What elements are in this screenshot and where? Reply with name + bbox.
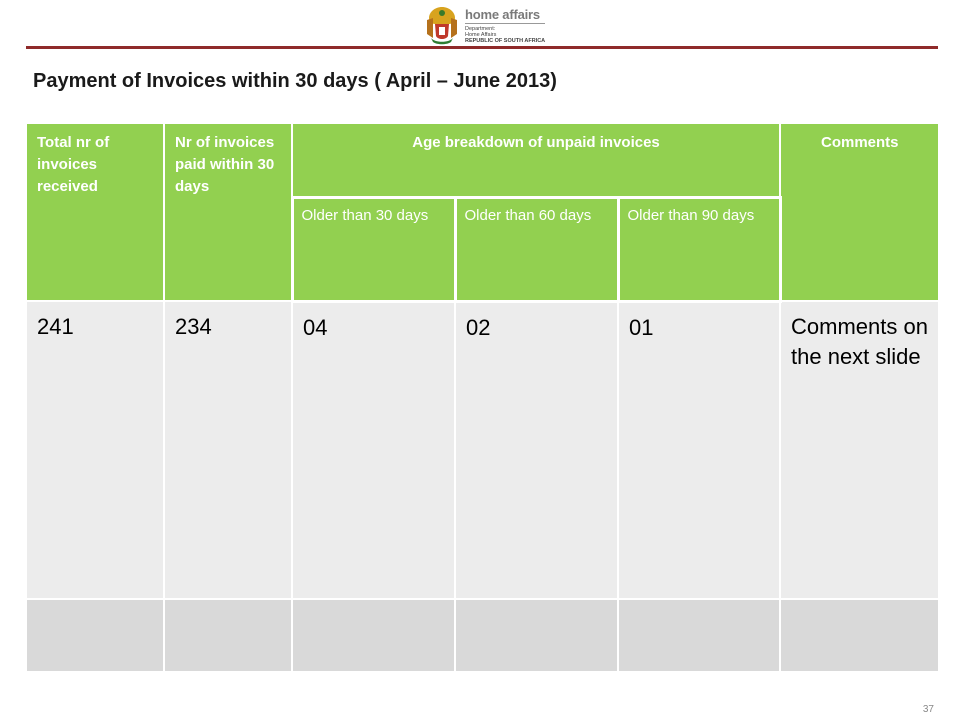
subheader-older-90: Older than 90 days xyxy=(616,195,782,303)
cell-empty xyxy=(163,598,293,671)
logo-sub-department: Department: xyxy=(465,26,496,32)
logo-sub-republic: REPUBLIC OF SOUTH AFRICA xyxy=(465,38,546,44)
cell-paid: 234 xyxy=(163,300,293,599)
cell-empty xyxy=(779,598,941,671)
invoice-table: Total nr of invoices received Nr of invo… xyxy=(25,122,941,671)
cell-older-30: 04 xyxy=(291,300,456,599)
table-row xyxy=(25,598,941,671)
cell-older-60: 02 xyxy=(454,300,619,599)
table-row: 241 234 04 02 01 Comments on the next sl… xyxy=(25,300,941,599)
cell-comments: Comments on the next slide xyxy=(779,300,941,599)
header-age-breakdown: Age breakdown of unpaid invoices xyxy=(290,122,782,198)
logo-brand-text: home affairs xyxy=(465,7,540,22)
logo-sub-home-affairs: Home Affairs xyxy=(465,32,497,38)
cell-empty xyxy=(454,598,619,671)
subheader-older-30: Older than 30 days xyxy=(290,195,457,303)
header-rule xyxy=(26,46,938,49)
header-paid-within-30: Nr of invoices paid within 30 days xyxy=(163,122,293,302)
cell-empty xyxy=(25,598,165,671)
header-comments: Comments xyxy=(779,122,941,302)
home-affairs-logo: home affairs Department: Home Affairs RE… xyxy=(423,4,553,46)
coat-of-arms-icon xyxy=(427,7,457,45)
logo-divider xyxy=(465,23,545,24)
page-number: 37 xyxy=(922,704,934,715)
subheader-older-60: Older than 60 days xyxy=(453,195,620,303)
cell-total: 241 xyxy=(25,300,165,599)
header-total-invoices: Total nr of invoices received xyxy=(25,122,165,302)
cell-empty xyxy=(291,598,456,671)
slide-title: Payment of Invoices within 30 days ( Apr… xyxy=(33,70,557,92)
cell-older-90: 01 xyxy=(616,300,782,599)
cell-empty xyxy=(616,598,782,671)
